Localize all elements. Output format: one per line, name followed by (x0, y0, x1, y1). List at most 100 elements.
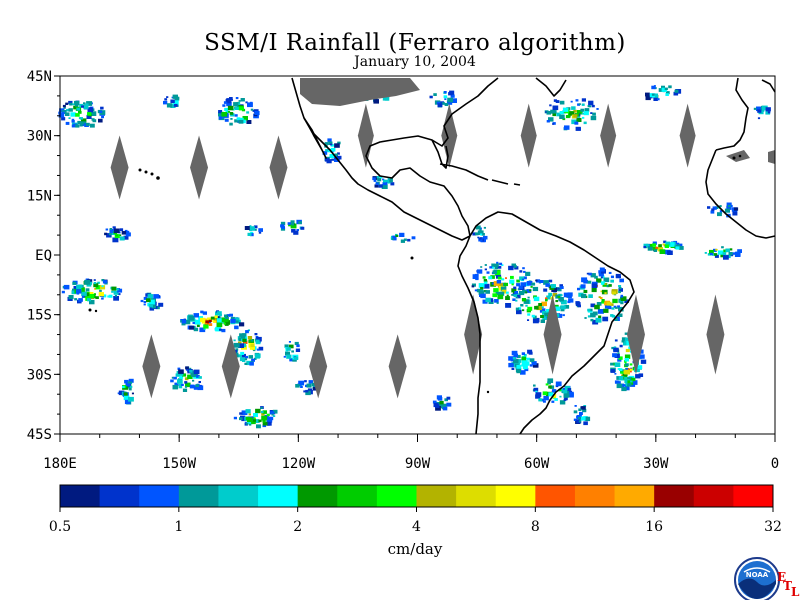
rain-cell (244, 226, 250, 230)
rain-cell (547, 381, 551, 385)
rain-cell (545, 383, 549, 386)
rain-cell (559, 100, 565, 105)
rain-cell (710, 252, 713, 256)
no-data-diamond (110, 135, 129, 200)
rain-cell (598, 272, 604, 277)
rain-cell (531, 282, 536, 286)
rain-cell (737, 249, 742, 253)
rain-cell (249, 101, 253, 104)
rain-cell (170, 99, 175, 103)
rain-cell (240, 351, 245, 355)
rain-cell (495, 263, 499, 267)
rain-cell (183, 318, 186, 321)
rain-cell (757, 109, 762, 113)
rain-cell (304, 380, 307, 383)
rain-cell (574, 121, 579, 125)
rain-cell (590, 115, 597, 121)
rain-cell (619, 368, 623, 371)
rain-cell (280, 227, 286, 231)
rain-cell (581, 277, 588, 283)
rain-cell (543, 280, 549, 285)
rain-cell (613, 305, 617, 308)
rain-cell (479, 233, 483, 236)
rain-cell (387, 177, 390, 180)
rain-cell (704, 252, 707, 254)
rain-cell (665, 91, 670, 95)
rain-cell (93, 283, 99, 288)
rain-cell (440, 403, 447, 409)
coast-baja (303, 117, 327, 159)
rain-cell (233, 339, 236, 342)
rain-cell (532, 363, 539, 368)
no-data-europe-edge (768, 150, 775, 164)
coastlines (291, 77, 776, 435)
rain-cell (495, 291, 500, 295)
rain-cell (514, 266, 519, 270)
rain-cell (197, 385, 204, 391)
rain-cell (665, 241, 671, 246)
no-data-diamond (600, 103, 617, 168)
rain-cell (482, 276, 486, 279)
rain-cell (180, 320, 184, 323)
rain-cell (664, 87, 668, 91)
rain-cell (234, 325, 239, 330)
rain-cell (250, 339, 254, 342)
rain-cell (599, 297, 603, 300)
rain-cell (75, 289, 82, 294)
rain-cell (283, 355, 286, 358)
rain-cell (163, 100, 168, 105)
colorbar-tick-label: 0.5 (49, 519, 71, 535)
rain-cell (242, 116, 248, 121)
rain-cell (625, 363, 629, 367)
rain-cell (523, 276, 527, 280)
rain-cell (223, 101, 228, 104)
rain-cell (221, 328, 226, 333)
rain-cell (172, 94, 178, 99)
rain-cell (131, 392, 134, 395)
lon-label: 30W (643, 456, 669, 472)
rain-cell (229, 122, 233, 126)
rain-cell (551, 284, 556, 289)
rain-cell (523, 270, 526, 273)
rain-cell (376, 176, 380, 179)
rain-cell (645, 92, 650, 97)
rain-cell (598, 315, 602, 318)
rain-cell (107, 295, 110, 298)
rain-cell (707, 206, 711, 209)
rain-cell (603, 277, 610, 283)
rain-cell (439, 400, 444, 405)
rain-cell (500, 286, 507, 291)
rain-cell (85, 122, 90, 126)
rain-cell (614, 339, 618, 342)
rain-cell (305, 390, 311, 396)
rain-cell (85, 103, 89, 106)
rain-cell (546, 309, 550, 312)
rain-cell (555, 100, 560, 103)
rain-cell (615, 306, 618, 309)
rain-cell (194, 319, 201, 325)
rain-cell (248, 413, 251, 416)
rain-cell (471, 283, 476, 287)
rain-cell (256, 424, 261, 429)
rain-cell (600, 276, 603, 279)
rain-cell (218, 111, 224, 117)
rain-cell (75, 124, 80, 128)
rain-cell (288, 224, 291, 227)
rain-cell (565, 115, 570, 119)
rain-cell (583, 289, 588, 293)
rain-cell (639, 354, 645, 359)
rain-cell (61, 117, 66, 121)
rain-cell (547, 378, 554, 383)
rain-cell (294, 341, 299, 346)
rain-cell (612, 353, 618, 358)
rain-cell (494, 266, 498, 269)
rain-cell (624, 384, 627, 387)
rain-cell (245, 101, 248, 104)
rain-cell (79, 117, 83, 120)
rain-cell (620, 296, 627, 301)
rain-cell (624, 361, 627, 364)
rain-cell (375, 182, 379, 186)
rain-cell (520, 370, 526, 375)
rain-cell (618, 287, 622, 290)
rain-cell (594, 304, 600, 310)
